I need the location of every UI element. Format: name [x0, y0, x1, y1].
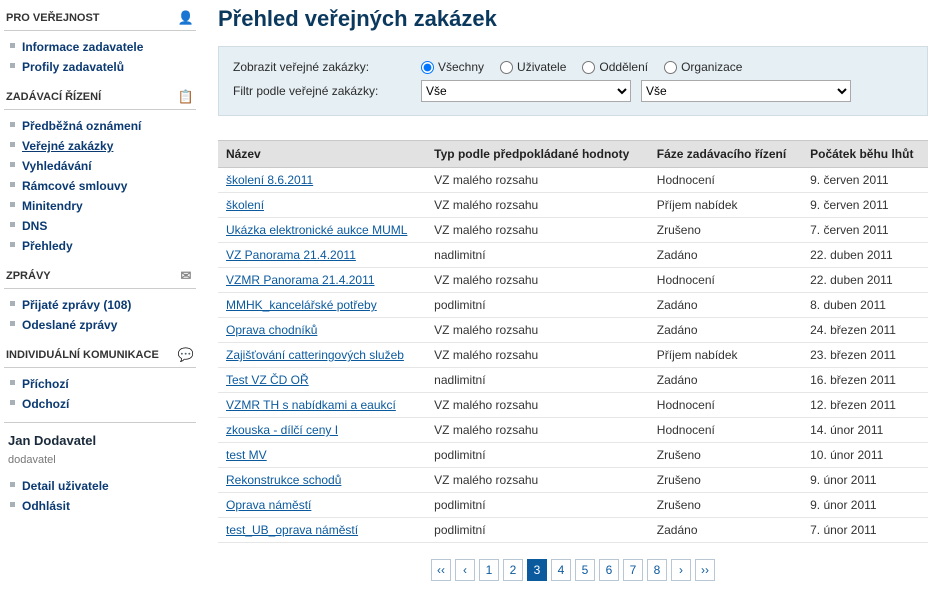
procurement-table: NázevTyp podle předpokládané hodnotyFáze…	[218, 140, 928, 543]
pager-page[interactable]: 4	[551, 559, 571, 581]
pager-page: 3	[527, 559, 547, 581]
sidebar-item[interactable]: Rámcové smlouvy	[22, 179, 127, 193]
table-row: Test VZ ČD OŘnadlimitníZadáno16. březen …	[218, 368, 928, 393]
sidebar-item[interactable]: Vyhledávání	[22, 159, 92, 173]
filter-radios: Všechny Uživatele Oddělení Organizace	[421, 60, 742, 74]
user-name: Jan Dodavatel	[4, 431, 196, 454]
table-row: VZ Panorama 21.4.2011nadlimitníZadáno22.…	[218, 243, 928, 268]
pager-first[interactable]: ‹‹	[431, 559, 451, 581]
procurement-link[interactable]: MMHK_kancelářské potřeby	[226, 298, 377, 312]
pager-page[interactable]: 2	[503, 559, 523, 581]
table-row: Rekonstrukce schodůVZ malého rozsahuZruš…	[218, 468, 928, 493]
procurement-link[interactable]: test MV	[226, 448, 267, 462]
filter-select-2[interactable]: Vše	[641, 80, 851, 102]
radio-input[interactable]	[664, 61, 677, 74]
pager-last[interactable]: ››	[695, 559, 715, 581]
page-title: Přehled veřejných zakázek	[218, 6, 928, 32]
user-link[interactable]: Odhlásit	[22, 499, 70, 513]
radio-input[interactable]	[582, 61, 595, 74]
sidebar-item[interactable]: Odeslané zprávy	[22, 318, 117, 332]
section-icon: 👤	[178, 10, 194, 26]
filter-box: Zobrazit veřejné zakázky: Všechny Uživate…	[218, 46, 928, 116]
sidebar-item[interactable]: Přijaté zprávy (108)	[22, 298, 131, 312]
pager-page[interactable]: 7	[623, 559, 643, 581]
filter-radio-option[interactable]: Uživatele	[500, 60, 566, 74]
procurement-link[interactable]: Zajišťování catteringových služeb	[226, 348, 404, 362]
sidebar-item[interactable]: Informace zadavatele	[22, 40, 143, 54]
sidebar-item[interactable]: Odchozí	[22, 397, 69, 411]
procurement-link[interactable]: Oprava náměstí	[226, 498, 311, 512]
filter-type-label: Filtr podle veřejné zakázky:	[233, 84, 411, 98]
radio-input[interactable]	[500, 61, 513, 74]
table-row: test_UB_oprava náměstípodlimitníZadáno7.…	[218, 518, 928, 543]
sidebar-item[interactable]: Profily zadavatelů	[22, 60, 124, 74]
pager-prev[interactable]: ‹	[455, 559, 475, 581]
table-header: Typ podle předpokládané hodnoty	[426, 141, 649, 168]
user-link[interactable]: Detail uživatele	[22, 479, 109, 493]
table-row: test MVpodlimitníZrušeno10. únor 2011	[218, 443, 928, 468]
table-row: školeníVZ malého rozsahuPříjem nabídek9.…	[218, 193, 928, 218]
procurement-link[interactable]: VZMR Panorama 21.4.2011	[226, 273, 375, 287]
procurement-link[interactable]: Oprava chodníků	[226, 323, 317, 337]
pager-page[interactable]: 8	[647, 559, 667, 581]
section-icon: 💬	[178, 347, 194, 363]
procurement-link[interactable]: Test VZ ČD OŘ	[226, 373, 309, 387]
table-header: Fáze zadávacího řízení	[649, 141, 802, 168]
procurement-link[interactable]: Ukázka elektronické aukce MUML	[226, 223, 407, 237]
pager-next[interactable]: ›	[671, 559, 691, 581]
sidebar-item[interactable]: DNS	[22, 219, 47, 233]
sidebar-item[interactable]: Příchozí	[22, 377, 69, 391]
filter-radio-option[interactable]: Všechny	[421, 60, 484, 74]
section-icon: ✉	[178, 268, 194, 284]
user-role: dodavatel	[4, 454, 196, 476]
procurement-link[interactable]: VZMR TH s nabídkami a eaukcí	[226, 398, 396, 412]
section-icon: 📋	[178, 89, 194, 105]
filter-radio-option[interactable]: Oddělení	[582, 60, 648, 74]
procurement-link[interactable]: test_UB_oprava náměstí	[226, 523, 358, 537]
sidebar-section-header: ZADÁVACÍ ŘÍZENÍ📋	[4, 85, 196, 110]
filter-select-1[interactable]: Vše	[421, 80, 631, 102]
main-content: Přehled veřejných zakázek Zobrazit veřej…	[200, 0, 938, 597]
sidebar-section-header: INDIVIDUÁLNÍ KOMUNIKACE💬	[4, 343, 196, 368]
table-row: školení 8.6.2011VZ malého rozsahuHodnoce…	[218, 168, 928, 193]
sidebar: PRO VEŘEJNOST👤 Informace zadavatele Profil…	[0, 0, 200, 597]
sidebar-item[interactable]: Předběžná oznámení	[22, 119, 141, 133]
filter-show-label: Zobrazit veřejné zakázky:	[233, 60, 411, 74]
table-row: zkouska - dílčí ceny IVZ malého rozsahuH…	[218, 418, 928, 443]
sidebar-section-header: PRO VEŘEJNOST👤	[4, 6, 196, 31]
table-row: Oprava chodníkůVZ malého rozsahuZadáno24…	[218, 318, 928, 343]
table-header: Počátek běhu lhůt	[802, 141, 928, 168]
table-row: Zajišťování catteringových služebVZ malé…	[218, 343, 928, 368]
pager-page[interactable]: 5	[575, 559, 595, 581]
table-row: Ukázka elektronické aukce MUMLVZ malého …	[218, 218, 928, 243]
sidebar-section-header: ZPRÁVY✉	[4, 264, 196, 289]
procurement-link[interactable]: školení 8.6.2011	[226, 173, 313, 187]
table-row: MMHK_kancelářské potřebypodlimitníZadáno…	[218, 293, 928, 318]
table-row: Oprava náměstípodlimitníZrušeno9. únor 2…	[218, 493, 928, 518]
table-header: Název	[218, 141, 426, 168]
procurement-link[interactable]: školení	[226, 198, 264, 212]
procurement-link[interactable]: VZ Panorama 21.4.2011	[226, 248, 356, 262]
sidebar-item[interactable]: Veřejné zakázky	[22, 139, 113, 153]
sidebar-item[interactable]: Přehledy	[22, 239, 73, 253]
table-row: VZMR Panorama 21.4.2011VZ malého rozsahu…	[218, 268, 928, 293]
pager-page[interactable]: 6	[599, 559, 619, 581]
filter-radio-option[interactable]: Organizace	[664, 60, 742, 74]
sidebar-item[interactable]: Minitendry	[22, 199, 83, 213]
procurement-link[interactable]: Rekonstrukce schodů	[226, 473, 341, 487]
pager: ‹‹‹12345678›››	[218, 559, 928, 581]
pager-page[interactable]: 1	[479, 559, 499, 581]
table-row: VZMR TH s nabídkami a eaukcíVZ malého ro…	[218, 393, 928, 418]
radio-input[interactable]	[421, 61, 434, 74]
procurement-link[interactable]: zkouska - dílčí ceny I	[226, 423, 338, 437]
